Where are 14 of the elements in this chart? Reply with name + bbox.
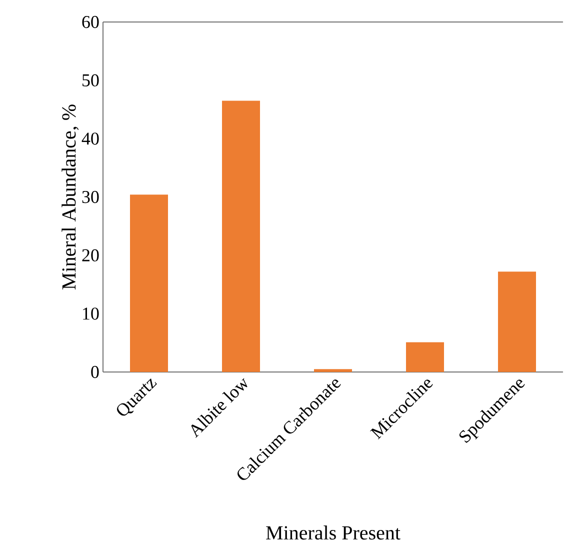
x-axis-title: Minerals Present xyxy=(266,526,400,540)
bar xyxy=(314,369,352,372)
y-tick-label: 10 xyxy=(83,308,99,320)
y-tick-label: 60 xyxy=(82,16,99,28)
y-tick-label: 40 xyxy=(82,132,99,145)
y-tick-label: 20 xyxy=(82,249,99,262)
bar xyxy=(222,100,260,372)
y-tick-label: 30 xyxy=(82,190,99,204)
y-tick-label: 50 xyxy=(82,74,99,86)
bar xyxy=(130,194,168,372)
y-tick-label: 0 xyxy=(91,366,99,378)
bar xyxy=(498,272,536,372)
bar xyxy=(406,342,444,372)
y-axis-title: Mineral Abundance, % xyxy=(62,104,79,290)
